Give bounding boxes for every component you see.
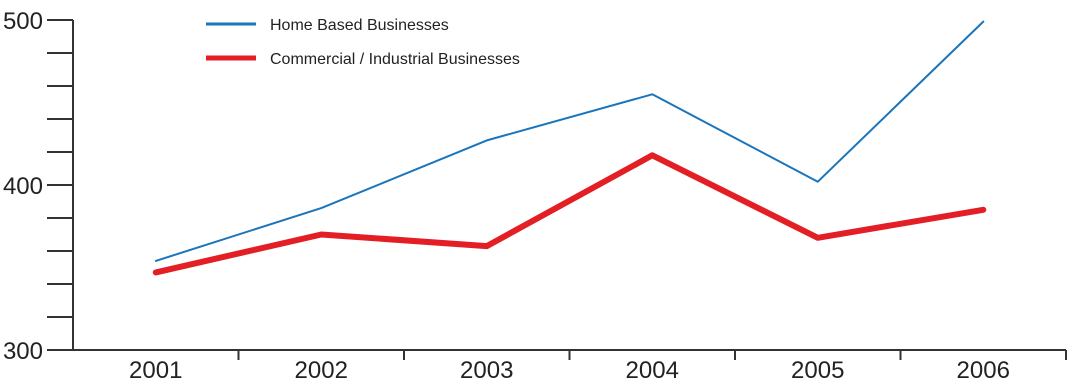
y-tick-label: 400	[3, 173, 43, 200]
y-tick-label: 500	[3, 8, 43, 35]
legend-label: Home Based Businesses	[270, 17, 449, 34]
x-tick-label: 2004	[626, 357, 679, 381]
x-tick-label: 2003	[460, 357, 513, 381]
series-line-2	[152, 152, 987, 276]
legend: Home Based Businesses Commercial / Indust…	[206, 17, 520, 68]
x-tick-label: 2002	[295, 357, 348, 381]
x-tick-label: 2006	[957, 357, 1010, 381]
legend-label: Commercial / Industrial Businesses	[270, 51, 520, 68]
axes: 300 400 500 2001 2002 2003 2004 2005 2006	[3, 8, 1067, 384]
series-lines	[152, 20, 987, 276]
x-tick-label: 2001	[129, 357, 182, 381]
x-tick-label: 2005	[791, 357, 844, 381]
y-tick-label: 300	[3, 338, 43, 365]
series-line-1	[154, 20, 985, 262]
